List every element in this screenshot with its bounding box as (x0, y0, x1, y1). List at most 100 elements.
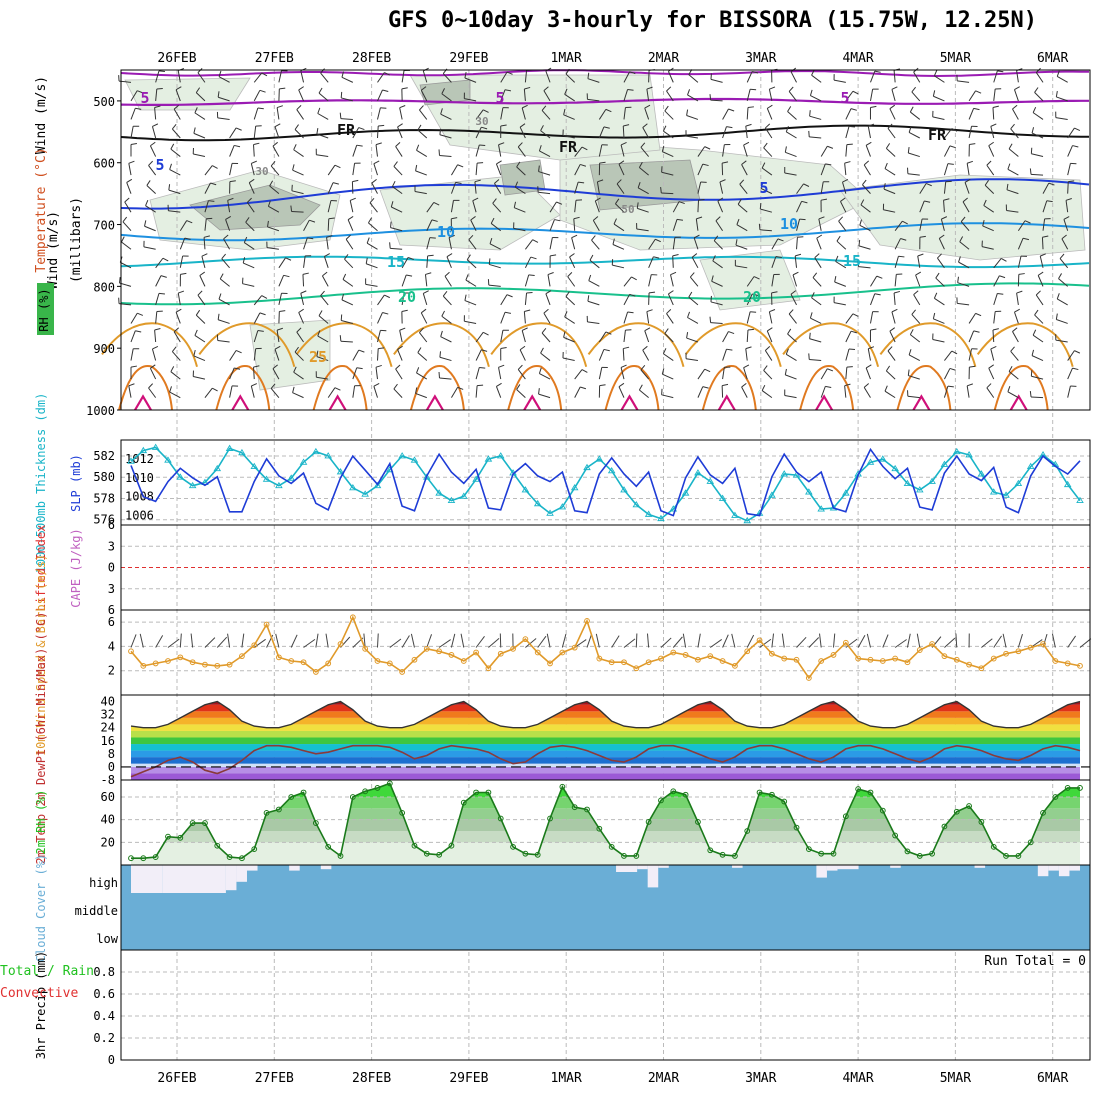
wind-barb-flag (524, 309, 531, 312)
wind-barb-flag (655, 238, 661, 243)
wind-barb (219, 278, 230, 287)
upper-ytick: 1000 (86, 404, 115, 418)
wind-barb (175, 312, 181, 324)
surface-wind-barb (290, 634, 298, 648)
wind-barb (870, 70, 876, 83)
thickness-point (952, 447, 961, 455)
wind-barb (672, 201, 680, 213)
wind-speed-line (130, 615, 1081, 680)
wind-barb-flag (246, 197, 252, 203)
wind-speed-point (263, 621, 270, 628)
wind-barb (377, 72, 385, 83)
temp-line (130, 700, 1081, 729)
wind-barb-flag (870, 328, 877, 331)
temp-band (131, 724, 1080, 731)
surface-wind-barb (561, 633, 567, 648)
slp-ytick: 1008 (125, 490, 154, 504)
wind-barb (564, 93, 575, 102)
wind-barb (316, 356, 329, 362)
wind-barb-flag (844, 383, 851, 387)
rh-point (719, 851, 726, 858)
wind-barb-flag (722, 161, 729, 164)
rh-point (423, 850, 430, 857)
wind-barb (193, 376, 206, 380)
surface-wind-barb (623, 638, 636, 648)
high-cloud-bar (1048, 865, 1059, 871)
wind-barb-flag (990, 346, 997, 350)
thickness-point (694, 469, 702, 476)
rh-band (131, 785, 1080, 797)
wind-barb (171, 351, 181, 361)
wind-barb (1017, 220, 1026, 232)
thickness-point (312, 447, 320, 455)
wind-barb (399, 330, 403, 343)
wind-barb (710, 78, 723, 83)
wind-barb (820, 145, 828, 157)
wind-barb-flag (646, 309, 653, 313)
surface-wind-barb (179, 633, 182, 648)
wind-barb (253, 144, 255, 157)
wind-barb (316, 376, 329, 380)
wind-barb-flag (160, 275, 167, 278)
wind-barb (990, 126, 995, 139)
wind-barb (592, 220, 600, 231)
wind-barb (253, 348, 257, 361)
wind-barb-flag (395, 364, 401, 370)
wind-speed-point (584, 618, 590, 624)
wind-barb-flag (283, 274, 290, 278)
rh-point (288, 794, 295, 800)
wind-barb (444, 275, 452, 287)
stability-ytick: 0 (108, 561, 115, 575)
wind-barb-flag (1000, 257, 1007, 262)
wind-barb-flag (599, 161, 606, 164)
wind-barb (1017, 255, 1022, 268)
wind-barb-flag (1006, 183, 1009, 190)
wind-barb (710, 301, 723, 306)
wind-barb-flag (298, 86, 304, 91)
wind-barb (865, 367, 871, 380)
wind-barb-flag (261, 295, 268, 299)
wind-barb (562, 357, 575, 362)
wind-barb (451, 164, 459, 176)
wind-barb (524, 292, 528, 305)
wind-barb-flag (1058, 273, 1062, 279)
high-cloud-bar (826, 865, 838, 871)
wind-barb (465, 279, 477, 287)
wind-barb-flag (401, 87, 408, 90)
temp-contour-20 (120, 282, 1090, 306)
wind-barb (686, 337, 699, 343)
wind-barb-flag (173, 104, 180, 110)
wind-barb-flag (276, 327, 283, 331)
wind-barb (739, 183, 748, 194)
wind-barb (612, 264, 625, 269)
surface-wind-barb (981, 638, 993, 648)
surface-wind-barb (241, 633, 245, 648)
wind-barb-flag (741, 382, 747, 388)
wind-barb-flag (642, 123, 648, 128)
wind-barb (990, 348, 995, 361)
wind-barb-flag (637, 181, 641, 188)
wind-barb-flag (767, 104, 773, 109)
high-cloud-bar (162, 865, 226, 893)
wind-barb (746, 107, 749, 120)
upper-ytick: 900 (93, 342, 115, 356)
temp-contour-30 (409, 365, 465, 411)
wind-barb (688, 74, 699, 83)
wind-barb-flag (488, 258, 491, 265)
wind-barb-flag (489, 237, 493, 244)
wind-barb (785, 374, 797, 380)
wind-barb (270, 165, 280, 176)
wind-barb (809, 358, 822, 362)
wind-barb-flag (653, 256, 660, 259)
wind-barb (760, 188, 773, 195)
wind-barb (591, 239, 600, 250)
slp-line (130, 447, 1081, 517)
temp-contour-25 (782, 322, 880, 367)
wind-speed-point (645, 659, 652, 666)
wind-barb (810, 95, 822, 102)
wind-barb (648, 274, 652, 287)
wind-barb (229, 127, 237, 139)
wind-barb (768, 89, 773, 102)
wind-barb-flag (118, 276, 121, 284)
wind-barb-flag (1032, 329, 1037, 336)
